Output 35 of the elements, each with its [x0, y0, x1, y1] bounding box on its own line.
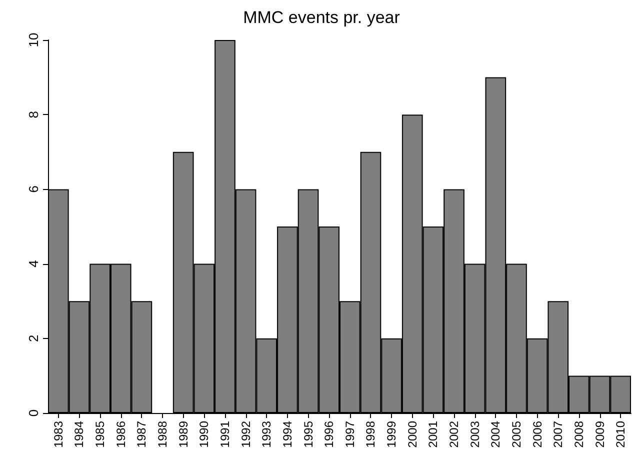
x-tick-label: 2010: [614, 420, 628, 448]
x-tick-label: 1997: [342, 420, 357, 448]
x-tick-label: 1984: [72, 420, 86, 448]
x-tick-label: 2005: [509, 420, 524, 448]
x-tick-label: 2009: [592, 420, 607, 448]
chart-title: MMC events pr. year: [243, 8, 400, 27]
x-tick-label: 1998: [364, 420, 378, 448]
x-tick-label: 2007: [551, 420, 566, 448]
x-tick-label: 1999: [384, 420, 399, 448]
y-tick-label: 0: [26, 409, 41, 417]
x-tick-label: 1983: [51, 420, 66, 448]
x-tick-label: 1986: [114, 420, 128, 448]
x-tick-label: 1987: [134, 420, 149, 448]
x-tick-label: 2006: [530, 420, 544, 448]
x-tick-label: 1988: [156, 420, 170, 448]
x-tick-label: 1989: [176, 420, 190, 448]
y-tick-label: 8: [26, 110, 41, 118]
x-tick-label: 1993: [260, 420, 274, 448]
x-tick-label: 2004: [488, 420, 503, 448]
x-tick-label: 1994: [280, 420, 294, 448]
x-tick-label: 1995: [301, 420, 316, 448]
x-tick-label: 1996: [322, 420, 336, 448]
y-tick-label: 2: [26, 334, 41, 342]
x-tick-label: 1991: [218, 420, 232, 448]
y-tick-label: 10: [26, 32, 41, 48]
x-tick-label: 2008: [572, 420, 586, 448]
x-tick-label: 1992: [238, 420, 253, 448]
x-tick-label: 1990: [197, 420, 212, 448]
y-tick-label: 6: [26, 186, 41, 193]
x-tick-label: 1985: [93, 420, 108, 448]
x-tick-label: 2002: [447, 420, 462, 448]
x-tick-label: 2003: [468, 420, 482, 448]
x-tick-label: 2001: [426, 420, 440, 448]
x-tick-label: 2000: [405, 420, 420, 448]
y-tick-label: 4: [26, 260, 41, 268]
